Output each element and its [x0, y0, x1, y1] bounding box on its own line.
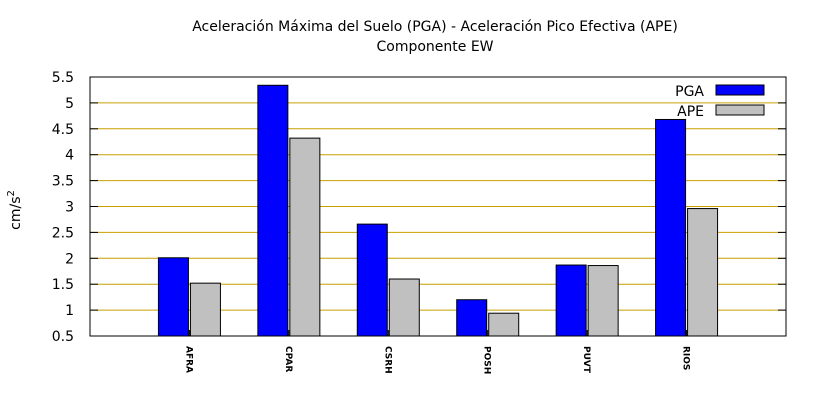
x-axis-categories: AFRA CPAR CSRH POSH PUVT RIOS [183, 330, 691, 374]
y-axis-label: cm/s2 [6, 190, 24, 230]
y-tick-label: 0.5 [52, 329, 74, 345]
y-axis-ticks: 0.5 1 1.5 2 2.5 3 3.5 4 4.5 5 5.5 [52, 70, 786, 345]
chart-title: Aceleración Máxima del Suelo (PGA) - Ace… [192, 19, 678, 35]
x-category-label: AFRA [183, 346, 193, 373]
x-category-label: CPAR [283, 346, 293, 372]
bar-pga-csrh [356, 223, 388, 337]
bar-ape-posh [488, 312, 520, 337]
y-tick-label: 2 [65, 251, 74, 267]
bar-ape-csrh [388, 278, 420, 337]
bar-pga-afra [157, 257, 189, 337]
bars [157, 84, 719, 337]
y-tick-label: 5 [65, 96, 74, 112]
x-category-label: RIOS [681, 346, 691, 370]
bar-ape-afra [189, 282, 221, 337]
chart-subtitle: Componente EW [376, 39, 493, 55]
legend-swatch [715, 104, 765, 116]
y-tick-label: 2.5 [52, 225, 74, 241]
bar-ape-cpar [289, 137, 321, 337]
y-tick-label: 5.5 [52, 70, 74, 86]
y-tick-label: 1.5 [52, 277, 74, 293]
bar-pga-puvt [555, 264, 587, 337]
y-tick-label: 4 [65, 148, 74, 164]
bar-pga-cpar [257, 84, 289, 337]
y-tick-label: 3.5 [52, 174, 74, 190]
legend-label: PGA [675, 84, 704, 100]
legend-label: APE [677, 104, 704, 120]
bar-pga-posh [456, 299, 488, 337]
y-tick-label: 3 [65, 200, 74, 216]
x-category-label: POSH [482, 346, 492, 374]
y-tick-label: 1 [65, 303, 74, 319]
x-category-label: CSRH [382, 346, 392, 374]
bar-ape-rios [687, 208, 719, 337]
x-category-label: PUVT [581, 346, 591, 374]
y-tick-label: 4.5 [52, 122, 74, 138]
bar-ape-puvt [587, 265, 619, 337]
legend: PGA APE [675, 84, 765, 120]
legend-swatch [715, 84, 765, 96]
bar-pga-rios [655, 118, 687, 337]
